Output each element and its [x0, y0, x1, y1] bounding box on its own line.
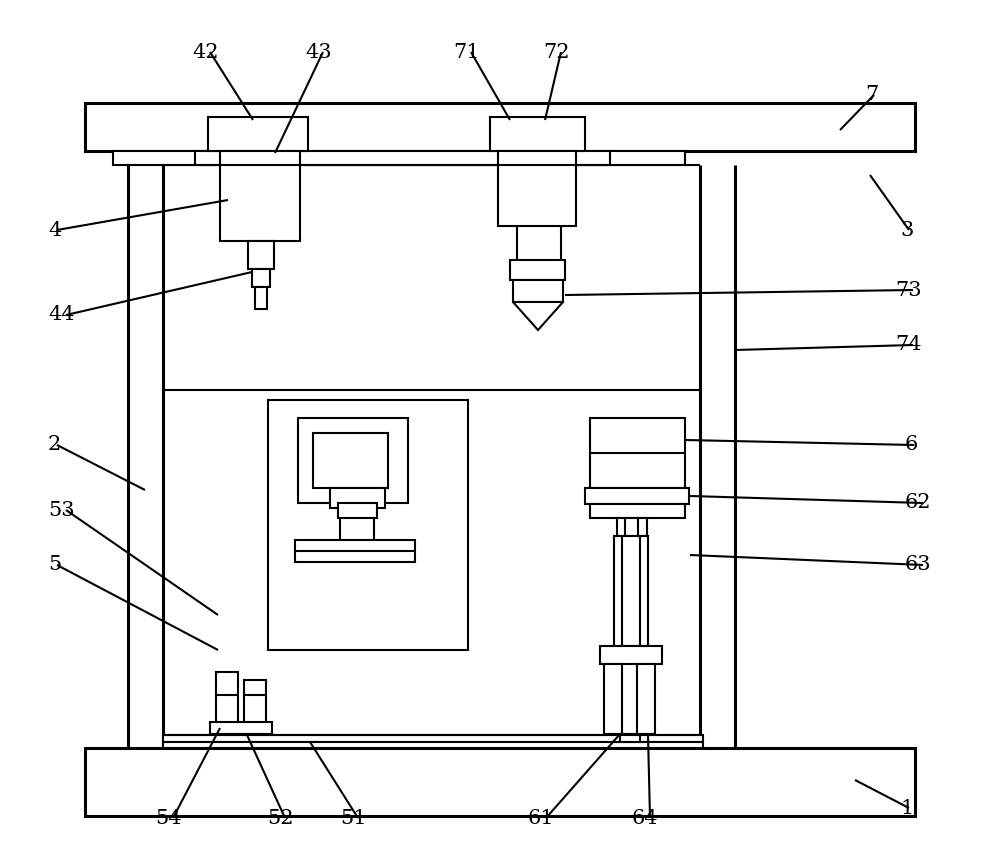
Text: 72: 72	[543, 43, 570, 62]
Bar	[244, 680, 266, 727]
Bar	[85, 748, 915, 816]
Polygon shape	[513, 302, 563, 330]
Text: 62: 62	[905, 494, 932, 512]
Text: 5: 5	[48, 556, 61, 575]
Bar	[338, 503, 377, 518]
Bar	[85, 103, 915, 151]
Text: 51: 51	[340, 808, 367, 827]
Bar	[252, 269, 270, 287]
Text: 74: 74	[895, 336, 922, 354]
Text: 1: 1	[900, 799, 913, 818]
Bar	[216, 672, 238, 727]
Text: 52: 52	[267, 808, 294, 827]
Bar	[163, 742, 703, 748]
Bar	[248, 241, 274, 269]
Bar	[617, 518, 647, 536]
Bar	[510, 260, 565, 280]
Text: 54: 54	[155, 808, 182, 827]
Bar	[637, 664, 655, 734]
Bar	[163, 735, 703, 742]
Bar	[295, 540, 415, 562]
Text: 44: 44	[48, 306, 74, 325]
Text: 43: 43	[305, 43, 332, 62]
Bar	[313, 433, 388, 488]
Bar	[590, 418, 685, 488]
Text: 73: 73	[895, 280, 922, 299]
Bar	[220, 151, 300, 241]
Text: 4: 4	[48, 220, 61, 240]
Bar	[113, 151, 685, 165]
Bar	[490, 117, 585, 151]
Text: 71: 71	[453, 43, 480, 62]
Text: 3: 3	[900, 220, 913, 240]
Bar	[210, 722, 272, 734]
Bar	[330, 488, 385, 508]
Text: 6: 6	[905, 436, 918, 455]
Text: 61: 61	[528, 808, 555, 827]
Bar	[513, 280, 563, 302]
Bar	[298, 418, 408, 503]
Bar	[268, 400, 468, 650]
Bar	[208, 117, 308, 151]
Text: 7: 7	[865, 86, 878, 104]
Bar	[620, 734, 640, 742]
Text: 42: 42	[192, 43, 218, 62]
Text: 63: 63	[905, 556, 932, 575]
Text: 53: 53	[48, 501, 75, 520]
Bar	[255, 287, 267, 309]
Bar	[585, 488, 689, 504]
Bar	[604, 664, 622, 734]
Bar	[195, 151, 610, 165]
Bar	[498, 151, 576, 226]
Text: 64: 64	[632, 808, 658, 827]
Text: 2: 2	[48, 436, 61, 455]
Bar	[600, 646, 662, 664]
Bar	[590, 504, 685, 518]
Bar	[614, 536, 648, 646]
